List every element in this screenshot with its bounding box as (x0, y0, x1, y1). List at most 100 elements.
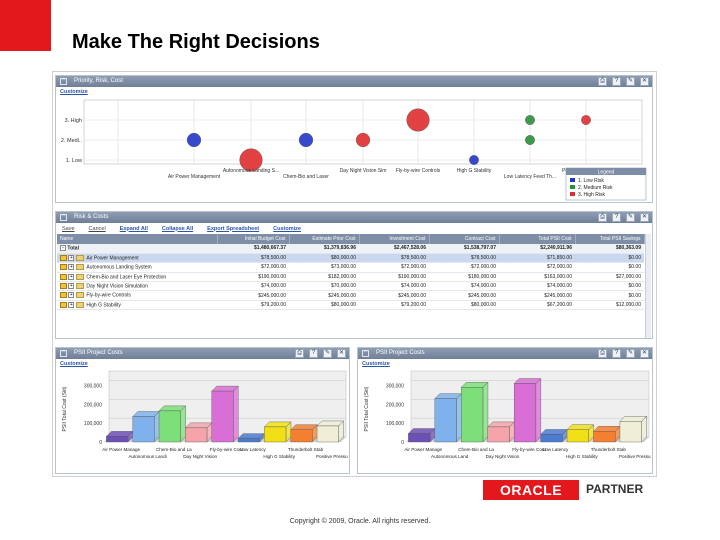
print-icon[interactable]: ⎙ (598, 77, 607, 86)
cell: $245,000.00 (359, 290, 429, 301)
expand-tree-icon[interactable]: + (68, 292, 75, 299)
expand-tree-icon[interactable]: + (68, 273, 75, 280)
column-header[interactable]: Investment Cost (359, 234, 430, 244)
table-row[interactable]: + Day Night Vision Simulation $74,000.00 … (57, 281, 644, 292)
bar-top (593, 426, 621, 432)
cell: $2,467,528.06 (359, 244, 429, 254)
edit-row-icon[interactable] (60, 292, 67, 299)
edit-row-icon[interactable] (60, 273, 67, 280)
close-icon[interactable]: ✕ (640, 213, 649, 222)
close-icon[interactable]: ✕ (640, 77, 649, 86)
y-tick-label: 200,000 (386, 402, 404, 408)
expand-all-link[interactable]: Expand All (119, 225, 148, 232)
edit-icon[interactable]: ✎ (626, 77, 635, 86)
save-button[interactable]: Save (62, 225, 75, 232)
bar-top (290, 424, 318, 430)
edit-icon[interactable]: ✎ (626, 349, 635, 358)
edit-row-icon[interactable] (60, 264, 67, 271)
x-tick-label: Day Night Vision Sim (340, 168, 387, 174)
column-header[interactable]: Total PSII Cost (499, 234, 576, 244)
expand-tree-icon[interactable]: + (68, 301, 75, 308)
cell: $79,200.00 (359, 300, 429, 311)
x-tick-label: Autonomous Landi (128, 454, 166, 459)
x-tick-label: Chem-Bio and Laser (283, 174, 329, 180)
edit-row-icon[interactable] (60, 254, 67, 261)
column-header[interactable]: Contract Cost (429, 234, 500, 244)
expand-tree-icon[interactable]: + (68, 264, 75, 271)
project-costs-left-portlet: ^ PSII Project Costs ⎙ ? ✎ ✕ Customize 0… (55, 347, 350, 474)
customize-link[interactable]: Customize (273, 225, 301, 232)
table-header-row: Name Initial Budget Cost Estimate Prior … (57, 234, 645, 244)
cell: $0.00 (575, 262, 644, 273)
bar (461, 387, 484, 443)
table-row[interactable]: + High G Stability $79,200.00 $80,000.00 … (57, 300, 644, 311)
collapse-all-link[interactable]: Collapse All (161, 225, 194, 232)
table-row[interactable]: + Chem-Bio and Laser Eye Protection $190,… (57, 272, 644, 283)
column-header[interactable]: Initial Budget Cost (217, 234, 290, 244)
cancel-button[interactable]: Cancel (88, 225, 106, 232)
y-tick-label: 300,000 (386, 383, 404, 389)
cell: $78,500.00 (217, 253, 289, 264)
customize-link[interactable]: Customize (60, 89, 88, 95)
bar-top (407, 428, 436, 434)
brand-red-square (0, 0, 51, 51)
column-header-name[interactable]: Name (57, 234, 218, 244)
print-icon[interactable]: ⎙ (598, 349, 607, 358)
expand-tree-icon[interactable]: + (68, 283, 75, 290)
folder-icon (76, 254, 85, 261)
edit-icon[interactable]: ✎ (323, 349, 332, 358)
cell: $80,000.00 (289, 300, 359, 311)
legend-swatch (570, 178, 575, 182)
table-row[interactable]: + Fly-by-wire Controls $245,000.00 $245,0… (57, 290, 644, 301)
help-icon[interactable]: ? (612, 213, 621, 222)
x-tick-label: Thunderbolt Stab (288, 447, 324, 452)
help-icon[interactable]: ? (612, 77, 621, 86)
close-icon[interactable]: ✕ (337, 349, 346, 358)
edit-icon[interactable]: ✎ (626, 213, 635, 222)
edit-row-icon[interactable] (60, 301, 67, 308)
help-icon[interactable]: ? (612, 349, 621, 358)
column-header[interactable]: Total PSII Savings (575, 234, 645, 244)
customize-link[interactable]: Customize (362, 361, 390, 367)
table-total-row[interactable]: - Total $1,480,667.37 $1,379,836.96 $2,4… (57, 244, 644, 254)
export-spreadsheet-link[interactable]: Export Spreadsheet (207, 225, 260, 232)
cell: $80,000.00 (429, 300, 499, 311)
cell: $0.00 (575, 281, 644, 292)
close-icon[interactable]: ✕ (640, 349, 649, 358)
edit-row-icon[interactable] (60, 283, 67, 290)
bar (158, 410, 181, 443)
customize-link[interactable]: Customize (60, 361, 88, 367)
help-icon[interactable]: ? (309, 349, 318, 358)
x-tick-label: Day Night Vision (486, 454, 520, 459)
cell: $190,000.00 (217, 272, 289, 283)
collapse-icon[interactable]: ^ (362, 350, 369, 357)
bubble-point (186, 132, 202, 148)
expand-tree-icon[interactable]: + (68, 254, 75, 261)
column-header[interactable]: Estimate Prior Cost (289, 234, 360, 244)
print-icon[interactable]: ⎙ (598, 213, 607, 222)
bar-side (233, 385, 239, 443)
x-tick-label: Low Latency Feed Th... (504, 174, 556, 180)
cell: $74,000.00 (499, 281, 575, 292)
bar-side (180, 405, 186, 443)
print-icon[interactable]: ⎙ (295, 349, 304, 358)
collapse-icon[interactable]: ^ (60, 78, 67, 85)
name-cell: + High G Stability (57, 300, 217, 311)
portlet-title: Risk & Costs (74, 214, 109, 220)
vertical-scrollbar[interactable] (645, 234, 651, 338)
table-row[interactable]: + Air Power Management $78,500.00 $80,000… (57, 253, 644, 264)
bar-top (316, 420, 345, 427)
bubble-point (298, 132, 314, 148)
y-tick-label: 0 (99, 440, 102, 446)
priority-risk-cost-portlet: ^ Priority, Risk, Cost ⎙ ? ✎ ✕ Customize… (55, 75, 653, 203)
cell: $190,000.00 (359, 272, 429, 283)
folder-icon (76, 301, 85, 308)
collapse-icon[interactable]: ^ (60, 350, 67, 357)
table-row[interactable]: + Autonomous Landing System $72,000.00 $7… (57, 262, 644, 273)
bar-side (154, 411, 160, 443)
cell: $245,000.00 (289, 290, 359, 301)
collapse-icon[interactable]: ^ (60, 214, 67, 221)
collapse-tree-icon[interactable]: - (60, 245, 66, 252)
cell: $72,000.00 (217, 262, 289, 273)
bubble-point (355, 132, 371, 148)
